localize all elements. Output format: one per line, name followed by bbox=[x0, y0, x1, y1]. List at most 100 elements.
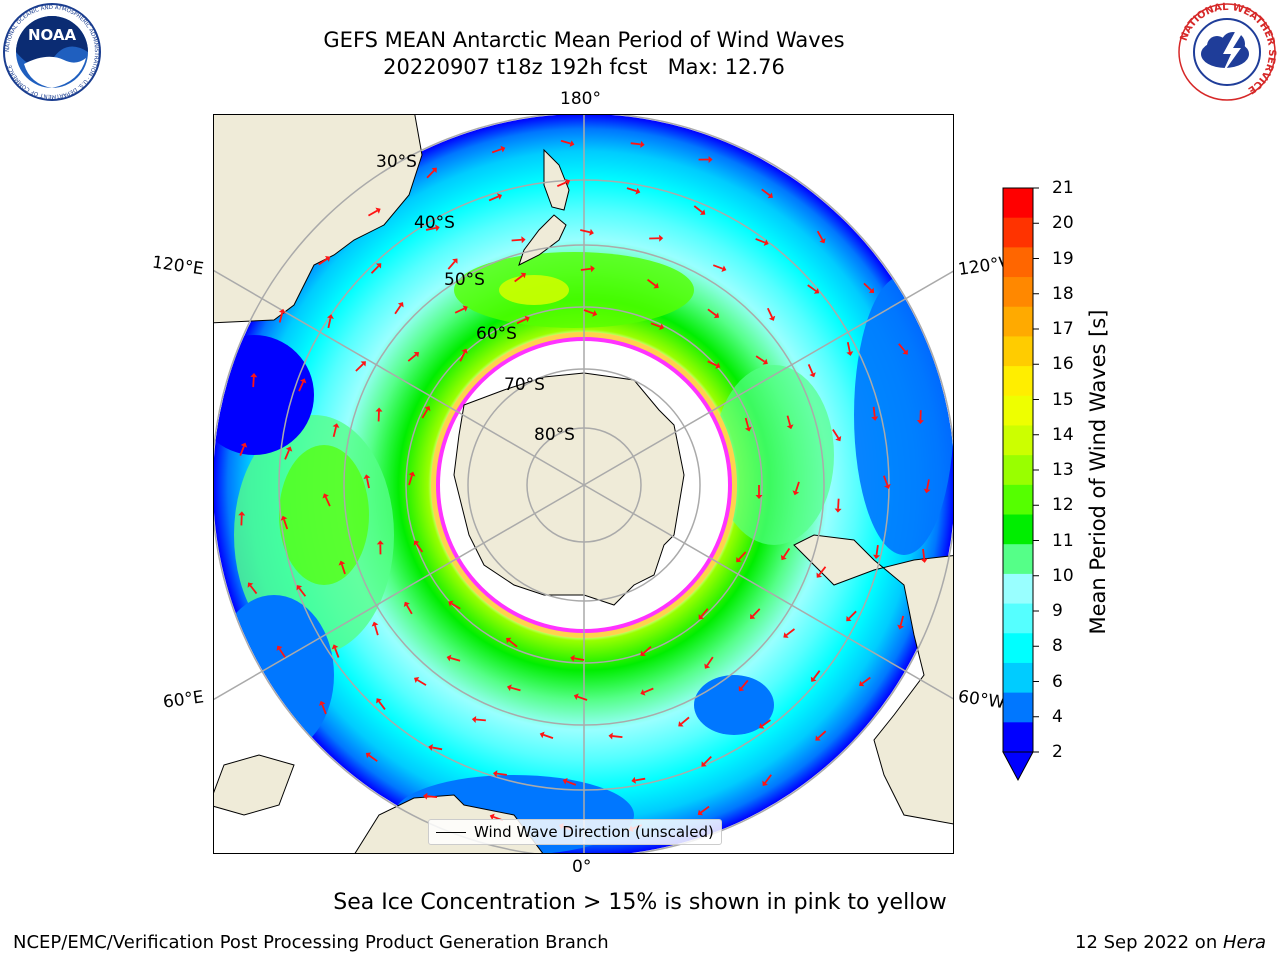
wind-arrow-head bbox=[322, 493, 329, 499]
wind-arrow-shaft bbox=[514, 274, 524, 283]
legend-label: Wind Wave Direction (unscaled) bbox=[474, 823, 714, 841]
wind-arrow-head bbox=[640, 689, 646, 696]
wind-arrow-shaft bbox=[415, 543, 424, 553]
wind-arrow-head bbox=[375, 263, 382, 269]
wind-arrow-head bbox=[452, 258, 458, 264]
wind-arrow-head bbox=[592, 310, 598, 317]
wind-arrow-head bbox=[738, 685, 745, 692]
wind-arrow-shaft bbox=[738, 551, 747, 560]
wind-arrow-shaft bbox=[693, 205, 703, 213]
wind-arrow-head bbox=[762, 780, 768, 786]
legend-line-icon bbox=[436, 831, 466, 833]
wind-arrow-head bbox=[520, 272, 526, 279]
colorbar-tick-label: 10 bbox=[1052, 565, 1074, 586]
meridians bbox=[214, 115, 953, 853]
wind-arrow-head bbox=[916, 419, 924, 425]
lat-label-60s: 60°S bbox=[476, 324, 517, 344]
wind-arrow-shaft bbox=[580, 229, 591, 234]
wind-arrow-head bbox=[403, 601, 410, 607]
wind-arrow-head bbox=[325, 256, 331, 262]
wind-arrow-shaft bbox=[298, 587, 307, 597]
wind-arrow-shaft bbox=[510, 686, 521, 692]
colorbar-label: Mean Period of Wind Waves [s] bbox=[1086, 309, 1110, 635]
colorbar-band bbox=[1003, 544, 1033, 575]
wind-arrow-shaft bbox=[508, 639, 518, 648]
wind-wave-arrows bbox=[238, 139, 931, 832]
wind-arrow-head bbox=[715, 362, 721, 369]
wind-arrow-shaft bbox=[447, 260, 456, 270]
wind-arrow-head bbox=[640, 650, 646, 656]
wind-arrow-head bbox=[431, 167, 437, 173]
wind-arrow-head bbox=[786, 424, 794, 430]
wind-arrow-head bbox=[496, 193, 503, 200]
colorbar-tick-label: 16 bbox=[1052, 354, 1074, 375]
colorbar-tick-label: 14 bbox=[1052, 424, 1074, 445]
colorbar-tick-label: 15 bbox=[1052, 389, 1074, 410]
wind-arrow-shaft bbox=[432, 746, 443, 751]
wind-arrow-shaft bbox=[378, 700, 386, 710]
wind-arrow-head bbox=[902, 349, 908, 355]
wind-arrow-shaft bbox=[450, 657, 461, 662]
wind-arrow-shaft bbox=[642, 646, 652, 654]
lat-label-30s: 30°S bbox=[376, 152, 417, 172]
wind-arrow-head bbox=[835, 436, 842, 442]
wind-arrow-head bbox=[448, 600, 454, 607]
wind-arrow-shaft bbox=[816, 230, 824, 241]
colorbar-band bbox=[1003, 722, 1033, 753]
colorbar-tick-label: 19 bbox=[1052, 248, 1074, 269]
wind-arrow-head bbox=[521, 236, 526, 244]
wind-arrow-head bbox=[240, 442, 248, 448]
wind-arrow-shaft bbox=[583, 309, 594, 315]
colorbar-extend-min bbox=[1002, 751, 1034, 782]
wind-arrow-head bbox=[331, 644, 339, 650]
lon-label-120e: 120°E bbox=[150, 252, 205, 280]
footer-machine: Hera bbox=[1222, 932, 1266, 953]
wind-arrow-shaft bbox=[496, 772, 507, 776]
wind-arrow-shaft bbox=[406, 604, 413, 615]
wind-arrow-head bbox=[736, 556, 742, 563]
wind-arrow-shaft bbox=[832, 428, 840, 439]
wind-arrow-shaft bbox=[252, 376, 255, 388]
colorbar-tick-label: 6 bbox=[1052, 671, 1063, 692]
wind-arrow-head bbox=[700, 209, 706, 215]
wind-arrow-shaft bbox=[785, 628, 796, 636]
wind-arrow-shaft bbox=[416, 679, 427, 686]
wind-arrow-shaft bbox=[421, 408, 429, 419]
wind-arrow-shaft bbox=[680, 716, 690, 725]
wind-arrow-head bbox=[813, 288, 820, 294]
lat-label-80s: 80°S bbox=[534, 425, 575, 445]
wind-arrow-head bbox=[363, 474, 371, 479]
wind-arrow-shaft bbox=[374, 625, 379, 636]
wind-arrow-head bbox=[250, 373, 258, 378]
chart-subtitle: 20220907 t18z 192h fcst Max: 12.76 bbox=[383, 55, 785, 79]
wind-arrow-shaft bbox=[454, 307, 465, 314]
colorbar-tick-label: 12 bbox=[1052, 495, 1074, 516]
wind-arrow-shaft bbox=[573, 657, 585, 661]
antarctica bbox=[453, 372, 685, 606]
colorbar-band bbox=[1003, 366, 1033, 397]
wind-arrow-head bbox=[923, 488, 931, 494]
wind-arrow-head bbox=[524, 315, 530, 323]
wind-arrow-shaft bbox=[426, 169, 435, 179]
footer-credit: NCEP/EMC/Verification Post Processing Pr… bbox=[13, 932, 609, 953]
wind-arrow-shaft bbox=[321, 704, 327, 715]
wind-arrow-head bbox=[397, 302, 404, 308]
wind-arrow-shaft bbox=[475, 718, 486, 722]
wind-arrow-shaft bbox=[707, 360, 718, 367]
wind-arrow-head bbox=[783, 632, 789, 638]
wind-arrow-shaft bbox=[807, 284, 817, 292]
wind-arrow-shaft bbox=[332, 426, 337, 438]
wind-arrow-shaft bbox=[239, 446, 245, 456]
wind-arrow-shaft bbox=[817, 730, 827, 739]
wind-arrow-head bbox=[376, 698, 382, 704]
new-zealand-north bbox=[543, 148, 570, 211]
wind-arrow-head bbox=[299, 378, 307, 384]
wind-arrow-head bbox=[897, 624, 904, 630]
wind-arrow-shaft bbox=[922, 548, 926, 560]
wind-arrow-head bbox=[697, 809, 704, 816]
wind-arrow-head bbox=[768, 315, 776, 321]
colorbar-band bbox=[1003, 484, 1033, 516]
colorbar-band bbox=[1003, 217, 1033, 248]
nws-logo-icon: NATIONAL WEATHER SERVICE bbox=[1178, 2, 1277, 101]
wind-arrow-shaft bbox=[700, 608, 709, 617]
